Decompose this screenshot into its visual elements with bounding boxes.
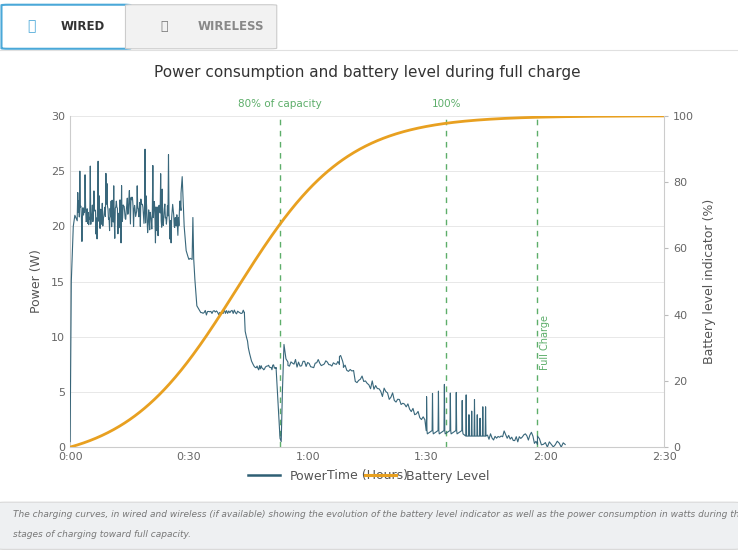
Title: Power consumption and battery level during full charge: Power consumption and battery level duri… [154,65,581,80]
Legend: Power, Battery Level: Power, Battery Level [244,465,494,488]
Y-axis label: Power (W): Power (W) [30,250,43,314]
Text: 🔌: 🔌 [27,19,35,33]
Text: The charging curves, in wired and wireless (if available) showing the evolution : The charging curves, in wired and wirele… [13,510,738,519]
Text: WIRELESS: WIRELESS [198,20,264,33]
Text: stages of charging toward full capacity.: stages of charging toward full capacity. [13,530,191,539]
FancyBboxPatch shape [1,5,131,49]
FancyBboxPatch shape [0,502,738,549]
Text: 80% of capacity: 80% of capacity [238,99,322,109]
X-axis label: Time (Hours): Time (Hours) [327,469,407,482]
Text: Full Charge: Full Charge [540,315,551,370]
Y-axis label: Battery level indicator (%): Battery level indicator (%) [703,199,716,364]
Text: 🔋: 🔋 [160,20,168,33]
Text: 100%: 100% [432,99,461,109]
FancyBboxPatch shape [125,5,277,49]
Text: WIRED: WIRED [61,20,105,33]
